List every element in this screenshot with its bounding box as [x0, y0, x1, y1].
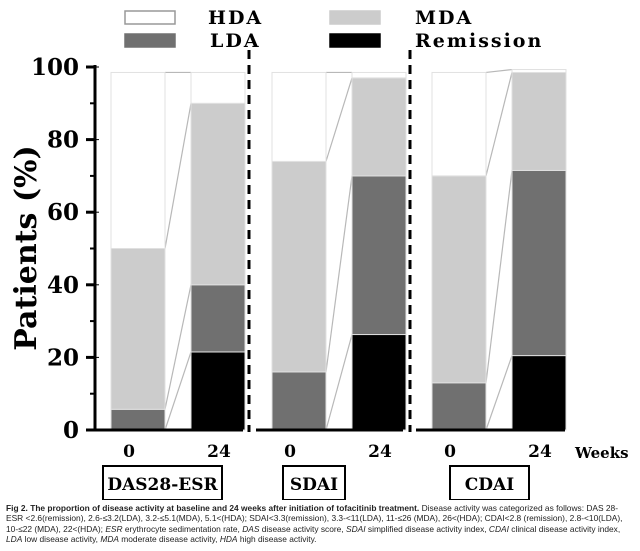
caption-title: Fig 2. The proportion of disease activit… — [6, 503, 420, 513]
caption-text: moderate disease activity, — [118, 534, 220, 545]
connector-line — [325, 175, 353, 372]
bar-segment-mda — [190, 102, 246, 286]
caption-text: high disease activity. — [237, 534, 317, 545]
bar-segment-lda — [110, 408, 166, 431]
y-tick-label: 40 — [47, 272, 79, 299]
bar-segment-hda — [190, 71, 246, 104]
y-tick-label: 80 — [47, 127, 79, 154]
connector-line — [325, 77, 353, 162]
legend-label: Remission — [415, 30, 543, 52]
bar-segment-lda — [511, 169, 567, 357]
bar-segment-lda — [351, 175, 407, 336]
connector-line — [485, 68, 513, 74]
bar-segment-hda — [431, 71, 487, 177]
bar-segment-mda — [351, 77, 407, 177]
bar-segment-remission — [190, 351, 246, 431]
legend-label: MDA — [415, 7, 473, 29]
legend-label: LDA — [210, 30, 261, 52]
x-tick-label: 24 — [368, 442, 392, 462]
connector-line — [485, 355, 513, 431]
group-label: SDAI — [290, 475, 338, 495]
legend-swatch-remission — [329, 33, 381, 48]
stacked-bar-chart: 0 20 40 60 80 100 Patients (%) 0 24 0 24 0 24 Weeks DA… — [9, 7, 629, 500]
connector-line — [164, 351, 192, 431]
group-label: CDAI — [465, 475, 514, 495]
caption-term: SDAI — [346, 523, 366, 534]
x-tick-label: 0 — [444, 442, 456, 462]
caption-text: Disease activity was categorized as foll… — [6, 503, 623, 534]
group-label-box — [449, 465, 530, 500]
connector-line — [325, 334, 353, 431]
x-axis-label: Weeks — [574, 444, 629, 462]
bar-segment-lda — [271, 371, 327, 431]
legend-label: HDA — [208, 7, 263, 29]
bar-segment-lda — [190, 284, 246, 353]
caption-text: disease activity score, — [259, 523, 346, 534]
y-tick-label: 60 — [47, 199, 79, 226]
caption-text: low disease activity, — [22, 534, 101, 545]
bar-segment-hda — [110, 71, 166, 249]
x-tick-label: 0 — [284, 442, 296, 462]
legend-swatch-mda — [329, 10, 381, 25]
caption-text: clinical disease activity index, — [508, 523, 621, 534]
caption-text: erythrocyte sedimentation rate, — [122, 523, 243, 534]
legend-swatch-hda — [124, 10, 176, 25]
caption-term: HDA — [219, 534, 238, 545]
y-tick-label: 20 — [47, 344, 79, 371]
bar-segment-mda — [271, 160, 327, 373]
connector-line — [164, 103, 192, 249]
bar-segment-remission — [511, 355, 567, 431]
caption-term: LDA — [6, 534, 23, 545]
bar-segment-mda — [431, 175, 487, 384]
x-tick-label: 24 — [528, 442, 552, 462]
bar-segment-lda — [431, 382, 487, 431]
caption-text: simplified disease activity index, — [365, 523, 489, 534]
y-axis-label: Patients (%) — [9, 145, 44, 350]
x-tick-label: 0 — [123, 442, 135, 462]
connector-line — [485, 170, 513, 383]
x-tick-label: 24 — [207, 442, 231, 462]
legend-swatch-lda — [124, 33, 176, 48]
connector-line — [164, 284, 192, 410]
y-tick-label: 100 — [31, 54, 79, 81]
bar-segment-hda — [271, 71, 327, 162]
caption-term: MDA — [100, 534, 119, 545]
group-label: DAS28-ESR — [107, 475, 218, 495]
bar-segment-hda — [351, 71, 407, 79]
caption-term: ESR — [105, 523, 123, 534]
caption-term: DAS — [242, 523, 260, 534]
bar-segment-mda — [110, 248, 166, 410]
connector-line — [485, 72, 513, 177]
bar-segment-remission — [351, 334, 407, 431]
y-tick-label: 0 — [63, 417, 79, 444]
group-label-box — [102, 465, 223, 500]
bar-segment-hda — [511, 69, 567, 73]
figure-caption: Fig 2. The proportion of disease activit… — [6, 503, 632, 545]
bar-segment-mda — [511, 71, 567, 171]
caption-term: CDAI — [488, 523, 509, 534]
group-label-box — [282, 465, 346, 500]
